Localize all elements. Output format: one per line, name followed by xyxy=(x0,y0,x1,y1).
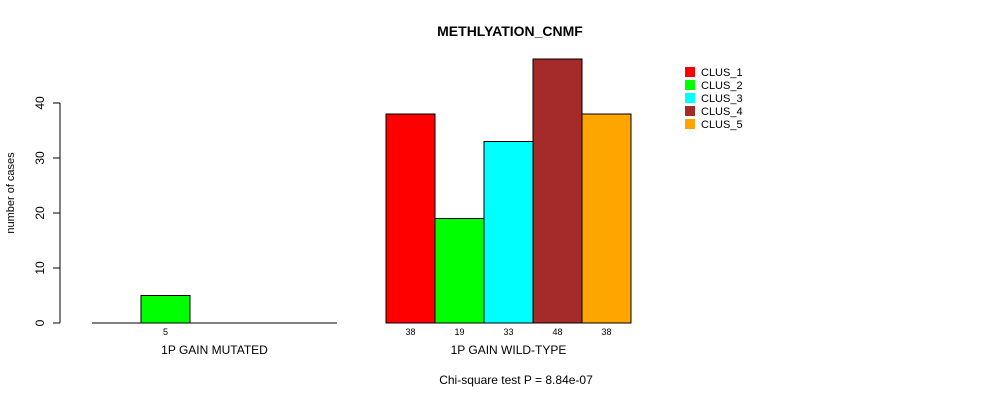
chart-title: METHLYATION_CNMF xyxy=(437,23,583,39)
bar-clus-3 xyxy=(483,141,534,324)
y-axis: 0 10 20 30 40 xyxy=(33,96,61,326)
legend-label: CLUS_3 xyxy=(701,93,743,105)
chi-square-footnote: Chi-square test P = 8.84e-07 xyxy=(439,373,593,387)
bar-clus-1 xyxy=(385,113,436,324)
group-labels: 1P GAIN MUTATED 1P GAIN WILD-TYPE xyxy=(92,322,631,357)
group-label: 1P GAIN MUTATED xyxy=(161,343,268,357)
legend-swatch xyxy=(685,106,695,116)
group-label: 1P GAIN WILD-TYPE xyxy=(451,343,567,357)
bar-value-label: 33 xyxy=(503,327,513,337)
y-tick-label: 0 xyxy=(33,319,47,326)
y-axis-label: number of cases xyxy=(5,152,17,234)
bar-value-label: 38 xyxy=(601,327,611,337)
y-tick-label: 20 xyxy=(33,206,47,220)
legend-swatch xyxy=(685,67,695,77)
bar-clus-2 xyxy=(140,295,191,324)
legend-swatch xyxy=(685,119,695,129)
bar-value-label: 5 xyxy=(163,327,168,337)
y-tick-label: 40 xyxy=(33,96,47,110)
bar-clus-4 xyxy=(532,58,583,324)
bar-clus-5 xyxy=(581,113,632,324)
bar-value-label: 19 xyxy=(454,327,464,337)
legend-label: CLUS_4 xyxy=(701,106,743,118)
bar-clus-2 xyxy=(434,218,485,324)
bar-value-label: 38 xyxy=(405,327,415,337)
legend-swatch xyxy=(685,93,695,103)
legend-swatch xyxy=(685,80,695,90)
bars: 5 38 19 33 48 38 xyxy=(140,58,632,337)
legend-label: CLUS_5 xyxy=(701,119,743,131)
y-tick-label: 30 xyxy=(33,151,47,165)
legend-label: CLUS_1 xyxy=(701,67,743,79)
y-tick-label: 10 xyxy=(33,261,47,275)
bar-value-label: 48 xyxy=(552,327,562,337)
legend-label: CLUS_2 xyxy=(701,80,743,92)
